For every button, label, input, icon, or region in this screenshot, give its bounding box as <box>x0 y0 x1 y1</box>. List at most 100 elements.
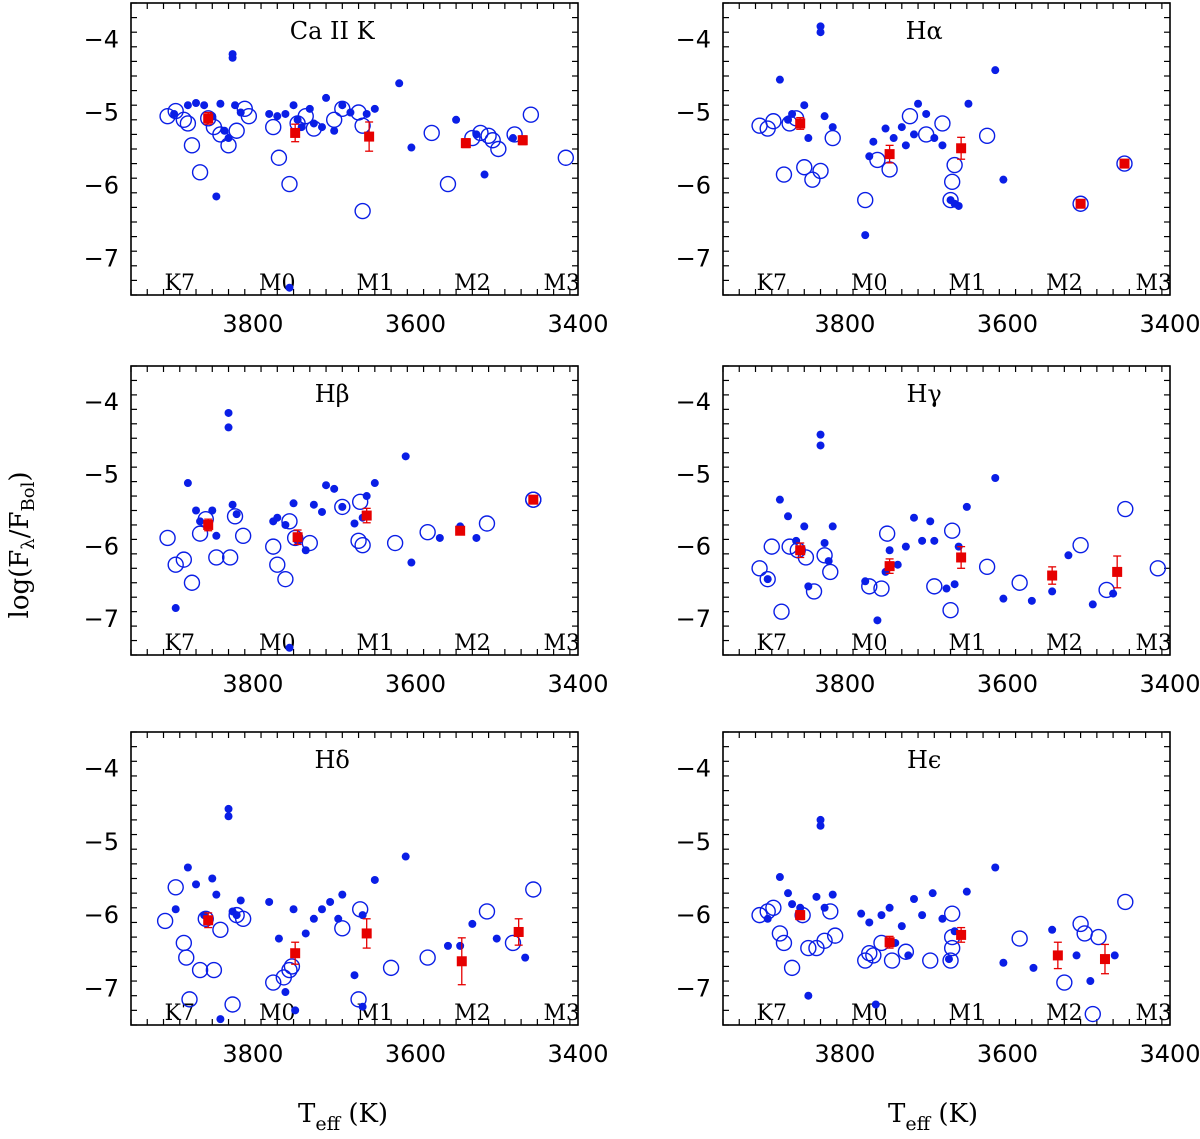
open-point <box>763 538 780 555</box>
x-tick-label: 3400 <box>1139 1040 1200 1068</box>
open-point <box>191 525 209 542</box>
open-point <box>224 996 241 1013</box>
filled-point <box>800 522 809 531</box>
spectral-type-label: M2 <box>454 631 491 656</box>
filled-point <box>816 821 825 830</box>
filled-point <box>216 1015 225 1024</box>
filled-point <box>370 479 379 488</box>
open-point <box>183 574 201 591</box>
ringed-mean-circle <box>1072 195 1089 212</box>
open-point <box>897 943 915 960</box>
spectral-type-label: M1 <box>357 271 394 296</box>
filled-point <box>192 880 201 889</box>
open-point <box>301 534 318 552</box>
filled-point <box>918 536 927 545</box>
filled-point <box>183 479 192 488</box>
spectral-type-label: K7 <box>757 271 787 296</box>
ringed-mean-circle <box>525 491 542 508</box>
spectral-type-label: K7 <box>165 631 195 656</box>
filled-point <box>407 558 416 567</box>
filled-point <box>521 953 530 962</box>
x-tick-label: 3400 <box>547 1040 608 1068</box>
filled-point <box>991 473 1000 482</box>
filled-point <box>909 895 918 904</box>
open-point <box>824 129 841 147</box>
spectral-type-label: M2 <box>454 271 491 296</box>
open-point <box>796 159 813 176</box>
open-point <box>281 513 298 530</box>
filled-point <box>873 616 882 625</box>
open-point <box>826 927 844 944</box>
filled-point <box>281 520 290 529</box>
mean-square <box>460 138 471 149</box>
spectral-type-label: M3 <box>1135 631 1172 656</box>
open-point <box>175 111 193 129</box>
filled-point <box>171 905 180 914</box>
open-point <box>794 906 811 924</box>
mean-square <box>517 135 528 146</box>
filled-point <box>1064 551 1073 560</box>
spectral-type-label: M0 <box>259 1001 296 1026</box>
filled-point <box>763 575 772 584</box>
spectral-type-label: M0 <box>851 631 888 656</box>
filled-point <box>991 66 1000 75</box>
open-point <box>942 602 959 619</box>
y-tick-label: −5 <box>84 828 119 856</box>
open-point <box>751 117 768 134</box>
open-point <box>191 961 209 979</box>
open-point <box>1056 974 1073 991</box>
open-point <box>922 952 939 969</box>
open-point <box>228 122 245 139</box>
y-tick-label: −6 <box>84 533 119 561</box>
filled-point <box>950 580 959 589</box>
y-tick-label: −5 <box>676 460 711 488</box>
open-point <box>1090 928 1107 946</box>
mean-square <box>290 948 301 959</box>
filled-point <box>775 495 784 504</box>
filled-point <box>816 22 825 31</box>
panel-title: Ca II K <box>290 17 376 45</box>
open-point <box>382 959 400 977</box>
panel-title: Hδ <box>314 746 349 774</box>
filled-point <box>362 492 371 501</box>
filled-point <box>401 452 410 461</box>
mean-square <box>1119 158 1130 169</box>
filled-point <box>265 109 274 118</box>
open-point <box>265 974 282 991</box>
open-point <box>1011 574 1028 591</box>
open-point <box>861 578 878 595</box>
open-point <box>506 126 523 143</box>
mean-square <box>795 118 806 129</box>
open-point <box>183 137 201 154</box>
filled-point <box>926 517 935 526</box>
open-point <box>419 949 436 966</box>
open-point <box>325 111 343 129</box>
y-tick-label: −7 <box>676 245 711 273</box>
filled-point <box>468 919 477 928</box>
filled-point <box>273 513 282 522</box>
y-tick-label: −4 <box>676 26 711 54</box>
filled-point <box>885 903 894 912</box>
open-point <box>480 127 497 145</box>
open-point <box>1117 893 1134 911</box>
open-point <box>978 558 996 576</box>
open-point <box>1084 1005 1101 1023</box>
panel-frame <box>130 731 579 1026</box>
filled-point <box>200 101 209 110</box>
filled-point <box>964 99 973 108</box>
mean-square <box>1075 198 1086 209</box>
open-point <box>200 110 217 127</box>
spectral-type-label: M0 <box>851 271 888 296</box>
y-tick-label: −7 <box>676 974 711 1002</box>
mean-square <box>956 143 967 154</box>
panel-title: Hα <box>906 17 943 45</box>
panel-title: Hβ <box>315 380 350 408</box>
open-point <box>181 991 198 1008</box>
open-point <box>522 106 540 123</box>
filled-point <box>317 507 326 516</box>
x-tick-label: 3400 <box>1139 670 1200 698</box>
filled-point <box>192 506 201 515</box>
x-tick-label: 3600 <box>977 670 1038 698</box>
open-point <box>354 117 371 134</box>
